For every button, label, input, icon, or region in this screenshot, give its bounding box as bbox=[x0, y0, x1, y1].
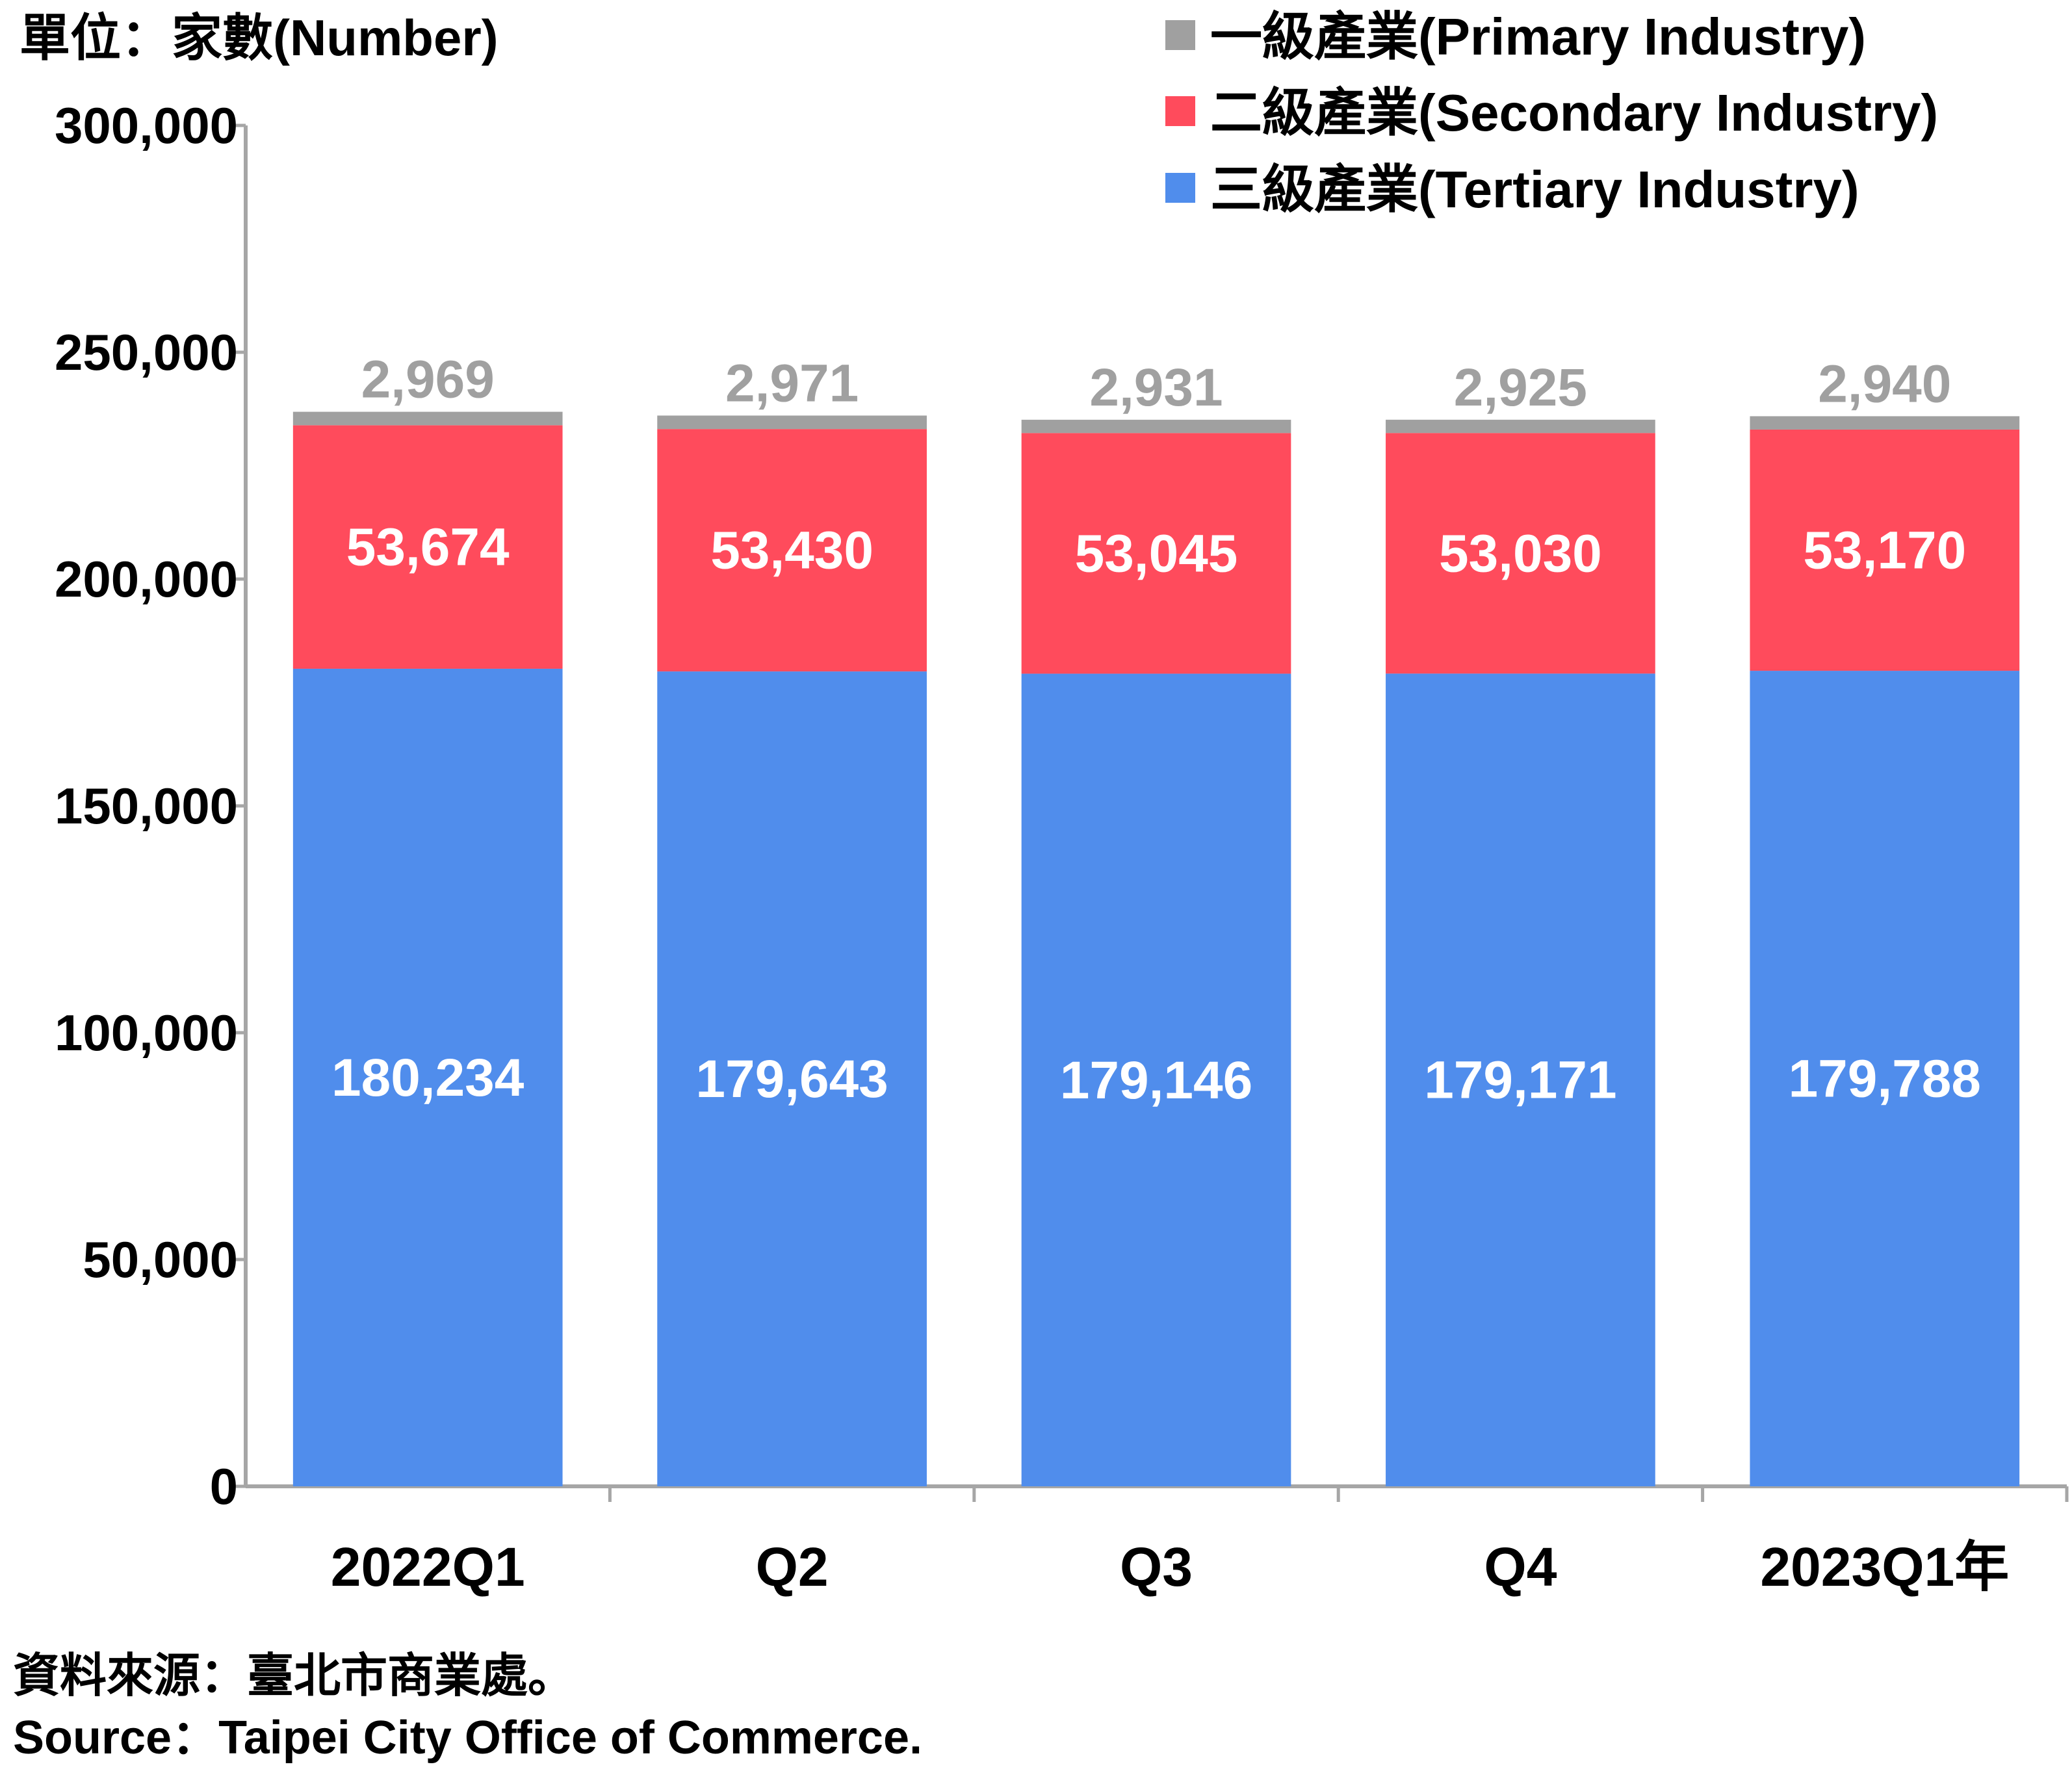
legend-swatch bbox=[1165, 173, 1195, 203]
y-tick-label: 300,000 bbox=[55, 97, 238, 154]
bar-segment bbox=[292, 425, 563, 669]
bar-segment bbox=[1750, 671, 2020, 1486]
data-label: 2,969 bbox=[361, 350, 495, 409]
bar-segment bbox=[1021, 419, 1291, 433]
x-tick-label: 2022Q1 bbox=[331, 1536, 525, 1597]
data-label: 2,971 bbox=[725, 354, 859, 413]
legend: 一級產業(Primary Industry) 二級產業(Secondary Ind… bbox=[1165, 8, 1938, 218]
legend-label: 一級產業(Primary Industry) bbox=[1210, 8, 1866, 66]
data-labels: 180,234 53,674 2,969 179,643 53,430 2,971 179,… bbox=[331, 350, 1981, 1110]
bar-segment bbox=[657, 671, 927, 1486]
source-zh: 資料來源：臺北市商業處。 bbox=[13, 1650, 575, 1702]
bar-segment bbox=[657, 429, 927, 672]
unit-label: 單位：家數(Number) bbox=[19, 9, 499, 66]
x-axis: 2022Q1 Q2 Q3 Q4 2023Q1年 bbox=[246, 1484, 2069, 1597]
y-axis: 0 50,000 100,000 150,000 200,000 250,000 300,0… bbox=[55, 97, 248, 1515]
x-tick-label: Q2 bbox=[756, 1536, 829, 1597]
data-label: 180,234 bbox=[331, 1048, 524, 1107]
bars bbox=[292, 411, 2020, 1486]
y-tick-label: 100,000 bbox=[55, 1004, 238, 1061]
y-tick-label: 150,000 bbox=[55, 777, 238, 834]
bar-segment bbox=[1386, 433, 1655, 674]
data-label: 53,674 bbox=[346, 518, 510, 577]
bar-segment bbox=[1386, 673, 1655, 1486]
bar-segment bbox=[1021, 673, 1291, 1486]
data-label: 179,643 bbox=[695, 1050, 888, 1109]
y-tick-label: 0 bbox=[210, 1458, 238, 1515]
data-label: 53,030 bbox=[1439, 524, 1602, 583]
data-label: 179,171 bbox=[1424, 1051, 1616, 1110]
bar-segment bbox=[1750, 416, 2020, 430]
legend-label: 二級產業(Secondary Industry) bbox=[1210, 84, 1938, 142]
legend-swatch bbox=[1165, 96, 1195, 126]
data-label: 2,931 bbox=[1089, 358, 1223, 417]
y-tick-label: 50,000 bbox=[83, 1231, 238, 1288]
x-tick-label: 2023Q1年 bbox=[1760, 1536, 2009, 1597]
data-label: 53,430 bbox=[710, 521, 874, 580]
data-label: 179,788 bbox=[1789, 1050, 1981, 1109]
bar-segment bbox=[292, 411, 563, 426]
bar-segment bbox=[1750, 429, 2020, 671]
legend-swatch bbox=[1165, 20, 1195, 50]
y-tick-label: 200,000 bbox=[55, 550, 238, 608]
data-label: 53,045 bbox=[1075, 524, 1238, 583]
source-en: Source：Taipei City Office of Commerce. bbox=[13, 1712, 922, 1764]
bar-segment bbox=[1386, 419, 1655, 433]
x-tick-label: Q3 bbox=[1120, 1536, 1193, 1597]
bar-segment bbox=[657, 415, 927, 430]
y-tick-label: 250,000 bbox=[55, 324, 238, 381]
bar-segment bbox=[1021, 433, 1291, 674]
bar-segment bbox=[292, 668, 563, 1486]
data-label: 179,146 bbox=[1060, 1051, 1252, 1110]
x-tick-label: Q4 bbox=[1484, 1536, 1557, 1597]
data-label: 2,925 bbox=[1454, 358, 1587, 417]
data-label: 53,170 bbox=[1803, 521, 1966, 580]
legend-label: 三級產業(Tertiary Industry) bbox=[1210, 161, 1859, 218]
data-label: 2,940 bbox=[1818, 354, 1951, 413]
